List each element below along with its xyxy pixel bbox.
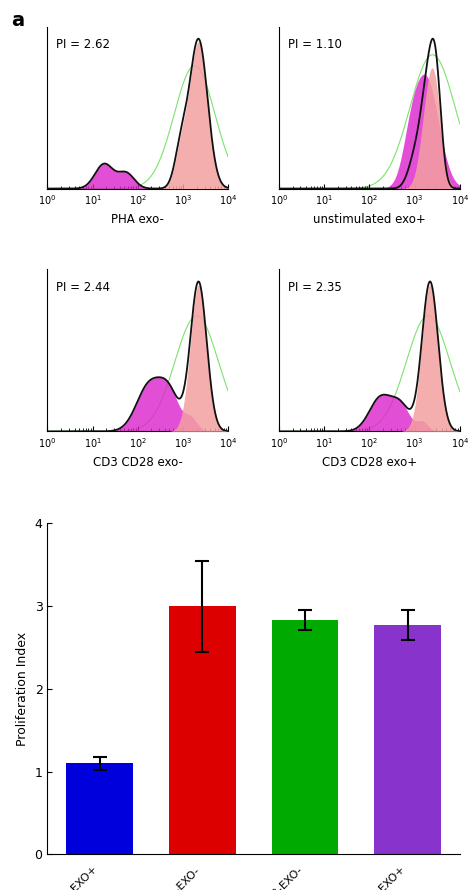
Bar	[169, 606, 236, 854]
Text: PI = 1.10: PI = 1.10	[288, 38, 342, 51]
Text: a: a	[11, 11, 24, 29]
Bar	[66, 764, 133, 854]
Text: PI = 2.62: PI = 2.62	[56, 38, 110, 51]
Text: PI = 2.44: PI = 2.44	[56, 281, 110, 294]
X-axis label: PHA exo-: PHA exo-	[111, 213, 164, 226]
Bar	[374, 625, 441, 854]
X-axis label: CD3 CD28 exo+: CD3 CD28 exo+	[322, 456, 417, 468]
Text: PI = 2.35: PI = 2.35	[288, 281, 342, 294]
X-axis label: CD3 CD28 exo-: CD3 CD28 exo-	[93, 456, 183, 468]
Bar	[272, 620, 338, 854]
X-axis label: unstimulated exo+: unstimulated exo+	[313, 213, 426, 226]
Y-axis label: Proliferation Index: Proliferation Index	[16, 632, 29, 746]
